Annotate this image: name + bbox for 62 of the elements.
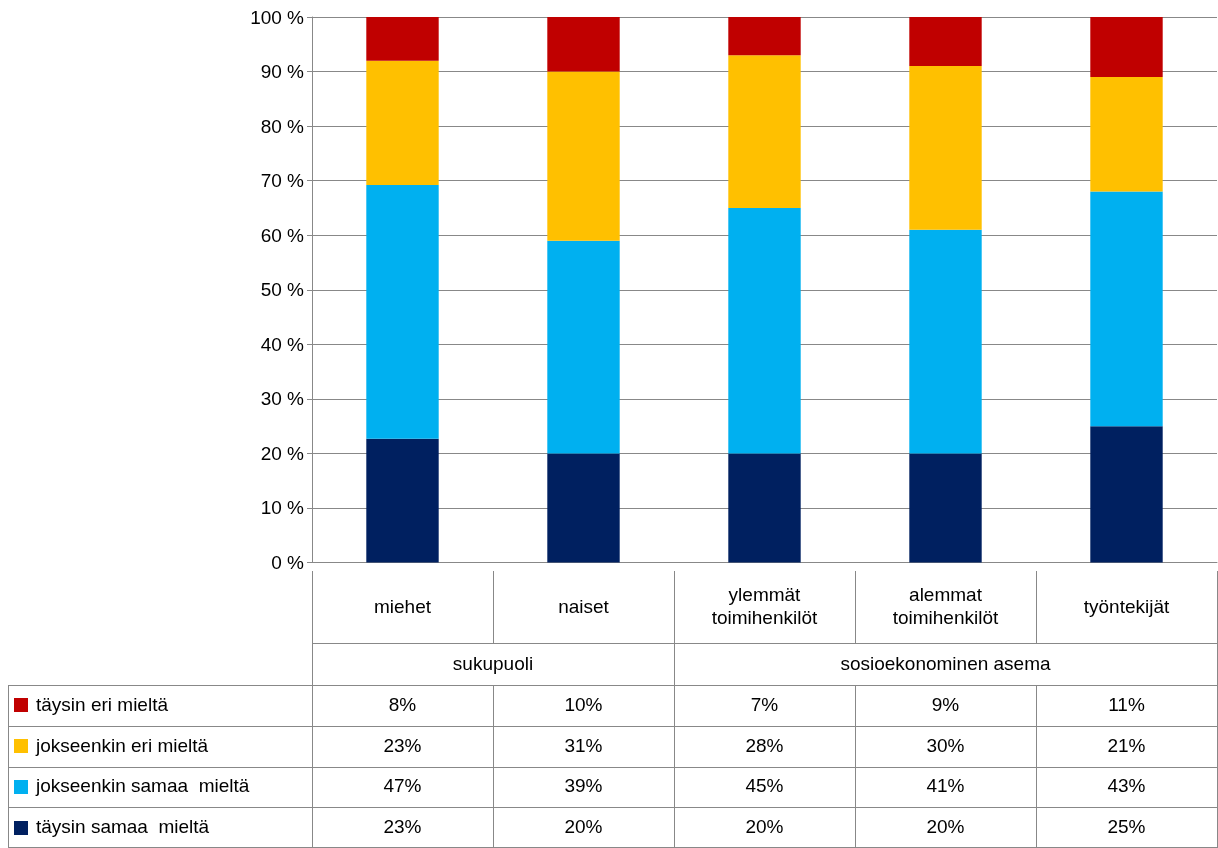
y-tick-label: 50 %	[260, 279, 305, 301]
bar	[366, 438, 439, 563]
bar	[909, 66, 982, 230]
x-tick-label: ylemmät toimihenkilöt	[710, 583, 819, 630]
bar	[366, 17, 439, 61]
data-label: 23%	[382, 733, 423, 758]
data-label: 10%	[563, 692, 604, 717]
data-label: 43%	[1106, 774, 1147, 799]
bar	[728, 17, 801, 56]
bar	[909, 229, 982, 454]
bar	[1090, 426, 1163, 563]
data-label: 39%	[563, 774, 604, 799]
data-label: 25%	[1106, 815, 1147, 840]
bar	[728, 55, 801, 208]
text: sukupuoli	[451, 651, 535, 676]
y-tick-label: 30 %	[260, 388, 305, 410]
bar	[547, 240, 620, 454]
data-label: 30%	[925, 733, 966, 758]
x-tick-label: miehet	[373, 594, 432, 619]
y-tick-label: 0 %	[271, 552, 305, 573]
data-label: 45%	[744, 774, 785, 799]
bar	[366, 60, 439, 186]
bar	[1090, 191, 1163, 427]
x-tick-label: naiset	[557, 594, 610, 619]
bar	[547, 71, 620, 241]
legend-label: jokseenkin samaa mieltä	[36, 775, 250, 799]
data-label: 7%	[749, 692, 780, 717]
data-label: 21%	[1106, 733, 1147, 758]
x-tick-label: alemmat toimihenkilöt	[891, 583, 1000, 630]
data-label: 11%	[1107, 692, 1146, 717]
bar	[909, 453, 982, 563]
data-label: 20%	[744, 815, 785, 840]
data-label: 20%	[563, 815, 604, 840]
bar	[909, 17, 982, 67]
bar	[728, 453, 801, 563]
y-tick-label: 40 %	[260, 333, 305, 355]
bar	[1090, 17, 1163, 78]
bar	[547, 453, 620, 563]
y-tick-label: 60 %	[260, 224, 305, 246]
y-tick-label: 90 %	[260, 61, 305, 83]
data-label: 41%	[925, 774, 966, 799]
legend-label: jokseenkin eri mieltä	[36, 734, 209, 758]
y-tick-label: 70 %	[260, 170, 305, 192]
data-label: 9%	[930, 692, 961, 717]
bar	[728, 207, 801, 454]
y-tick-label: 20 %	[260, 442, 305, 464]
legend-label: täysin samaa mieltä	[36, 816, 210, 840]
bar	[366, 185, 439, 439]
data-label: 20%	[925, 815, 966, 840]
data-label: 23%	[382, 815, 423, 840]
y-tick-label: 10 %	[260, 497, 305, 519]
data-label: 47%	[382, 774, 423, 799]
legend-label: täysin eri mieltä	[36, 693, 168, 717]
data-label: 28%	[744, 733, 785, 758]
text: sosioekonominen asema	[839, 651, 1052, 676]
bar	[547, 17, 620, 72]
bar	[1090, 77, 1163, 192]
y-tick-label: 80 %	[260, 115, 305, 137]
x-tick-label: työntekijät	[1082, 594, 1171, 619]
y-tick-label: 100 %	[250, 6, 305, 28]
data-label: 8%	[387, 692, 418, 717]
data-label: 31%	[563, 733, 604, 758]
